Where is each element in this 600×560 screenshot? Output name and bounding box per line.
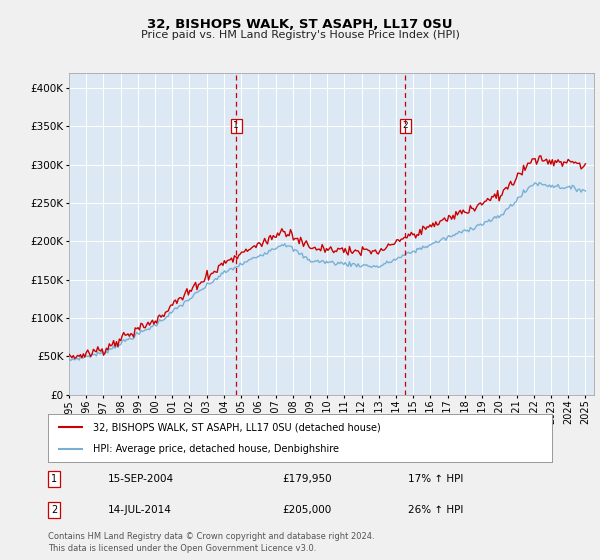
Text: 32, BISHOPS WALK, ST ASAPH, LL17 0SU: 32, BISHOPS WALK, ST ASAPH, LL17 0SU xyxy=(147,18,453,31)
Text: 26% ↑ HPI: 26% ↑ HPI xyxy=(408,505,463,515)
Text: Contains HM Land Registry data © Crown copyright and database right 2024.
This d: Contains HM Land Registry data © Crown c… xyxy=(48,533,374,553)
Text: HPI: Average price, detached house, Denbighshire: HPI: Average price, detached house, Denb… xyxy=(94,444,340,454)
Text: 15-SEP-2004: 15-SEP-2004 xyxy=(108,474,174,484)
Text: 2: 2 xyxy=(51,505,57,515)
Text: 2: 2 xyxy=(403,122,408,130)
Text: 32, BISHOPS WALK, ST ASAPH, LL17 0SU (detached house): 32, BISHOPS WALK, ST ASAPH, LL17 0SU (de… xyxy=(94,422,381,432)
Text: Price paid vs. HM Land Registry's House Price Index (HPI): Price paid vs. HM Land Registry's House … xyxy=(140,30,460,40)
Text: 14-JUL-2014: 14-JUL-2014 xyxy=(108,505,172,515)
Text: £205,000: £205,000 xyxy=(282,505,331,515)
Text: £179,950: £179,950 xyxy=(282,474,332,484)
Text: 1: 1 xyxy=(51,474,57,484)
Text: 1: 1 xyxy=(233,122,239,130)
Text: 17% ↑ HPI: 17% ↑ HPI xyxy=(408,474,463,484)
